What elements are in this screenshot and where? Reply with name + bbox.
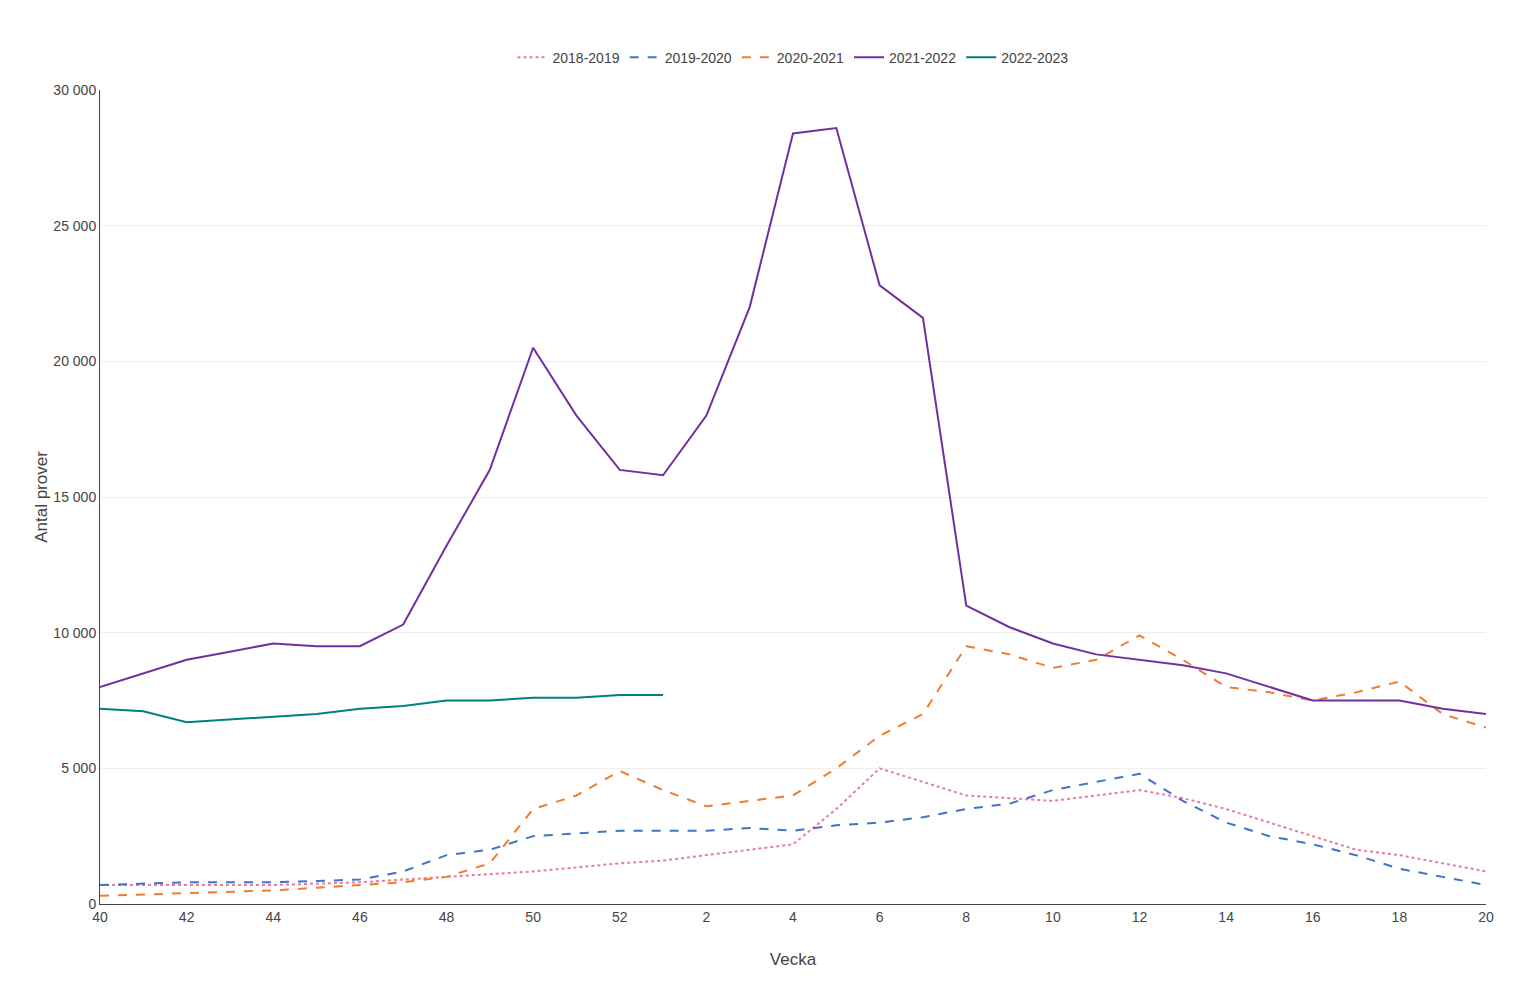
svg-text:15 000: 15 000 [53, 489, 96, 505]
svg-text:2: 2 [702, 909, 710, 925]
svg-text:2021-2022: 2021-2022 [889, 50, 956, 66]
svg-text:52: 52 [612, 909, 628, 925]
svg-text:44: 44 [265, 909, 281, 925]
svg-text:Antal prover: Antal prover [32, 451, 51, 543]
svg-text:16: 16 [1305, 909, 1321, 925]
svg-text:6: 6 [876, 909, 884, 925]
svg-text:12: 12 [1132, 909, 1148, 925]
svg-text:25 000: 25 000 [53, 218, 96, 234]
svg-text:18: 18 [1392, 909, 1408, 925]
svg-text:30 000: 30 000 [53, 82, 96, 98]
svg-text:14: 14 [1218, 909, 1234, 925]
svg-text:Vecka: Vecka [770, 950, 817, 969]
svg-text:20 000: 20 000 [53, 353, 96, 369]
svg-text:5 000: 5 000 [61, 760, 96, 776]
svg-text:0: 0 [88, 896, 96, 912]
svg-text:2019-2020: 2019-2020 [665, 50, 732, 66]
svg-text:10 000: 10 000 [53, 625, 96, 641]
svg-text:50: 50 [525, 909, 541, 925]
svg-text:10: 10 [1045, 909, 1061, 925]
svg-text:2020-2021: 2020-2021 [777, 50, 844, 66]
svg-text:42: 42 [179, 909, 195, 925]
svg-text:2022-2023: 2022-2023 [1001, 50, 1068, 66]
svg-text:4: 4 [789, 909, 797, 925]
svg-text:8: 8 [962, 909, 970, 925]
svg-text:40: 40 [92, 909, 108, 925]
svg-text:2018-2019: 2018-2019 [553, 50, 620, 66]
svg-text:48: 48 [439, 909, 455, 925]
svg-text:46: 46 [352, 909, 368, 925]
svg-text:20: 20 [1478, 909, 1494, 925]
